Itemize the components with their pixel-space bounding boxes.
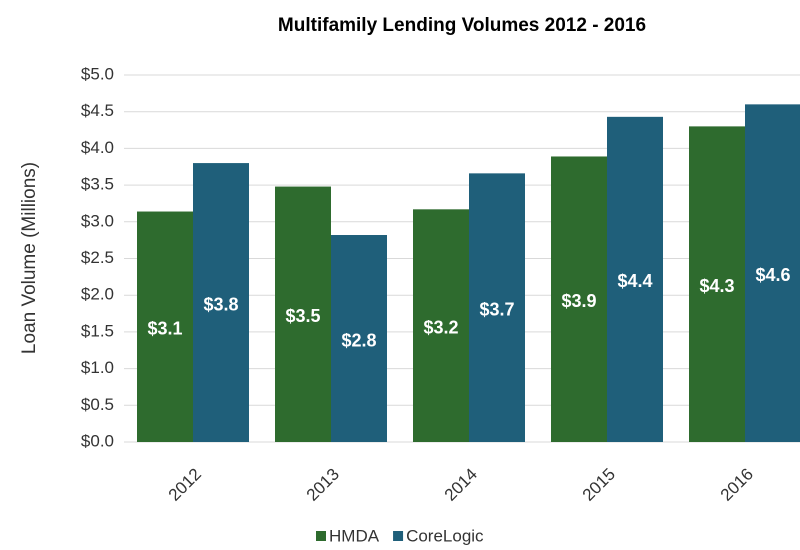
value-label: $3.9 bbox=[561, 291, 596, 311]
y-tick-label: $1.0 bbox=[81, 358, 114, 377]
y-tick-label: $3.5 bbox=[81, 175, 114, 194]
x-tick-label: 2012 bbox=[165, 465, 205, 505]
value-label: $3.1 bbox=[147, 319, 182, 339]
bar bbox=[689, 126, 745, 442]
bar bbox=[745, 104, 800, 443]
y-axis-label: Loan Volume (Millions) bbox=[19, 162, 40, 354]
value-label: $4.3 bbox=[699, 276, 734, 296]
x-tick-label: 2014 bbox=[441, 465, 481, 505]
legend-label: HMDA bbox=[329, 526, 380, 545]
y-tick-label: $4.5 bbox=[81, 101, 114, 120]
y-tick-label: $3.0 bbox=[81, 211, 114, 230]
value-label: $3.2 bbox=[423, 317, 458, 337]
x-tick-label: 2013 bbox=[303, 465, 343, 505]
y-tick-label: $2.0 bbox=[81, 285, 114, 304]
bar bbox=[469, 173, 525, 442]
y-tick-label: $1.5 bbox=[81, 321, 114, 340]
y-tick-label: $2.5 bbox=[81, 248, 114, 267]
x-tick-label: 2015 bbox=[579, 465, 619, 505]
value-label: $3.7 bbox=[479, 299, 514, 319]
legend-label: CoreLogic bbox=[406, 526, 484, 545]
value-label: $3.8 bbox=[203, 294, 238, 314]
chart-title: Multifamily Lending Volumes 2012 - 2016 bbox=[278, 15, 646, 36]
legend-swatch bbox=[316, 531, 326, 541]
value-label: $3.5 bbox=[285, 306, 320, 326]
value-label: $4.4 bbox=[617, 271, 652, 291]
y-tick-label: $0.5 bbox=[81, 395, 114, 414]
value-label: $2.8 bbox=[341, 330, 376, 350]
bar bbox=[413, 209, 469, 442]
bar bbox=[137, 211, 193, 442]
value-label: $4.6 bbox=[755, 265, 790, 285]
bar bbox=[551, 156, 607, 442]
bar bbox=[275, 186, 331, 442]
y-tick-label: $4.0 bbox=[81, 138, 114, 157]
x-tick-label: 2016 bbox=[717, 465, 757, 505]
bar bbox=[193, 163, 249, 442]
bar bbox=[331, 235, 387, 442]
bar bbox=[607, 116, 663, 442]
y-tick-label: $5.0 bbox=[81, 64, 114, 83]
legend-swatch bbox=[393, 531, 404, 541]
y-tick-label: $0.0 bbox=[81, 431, 114, 450]
